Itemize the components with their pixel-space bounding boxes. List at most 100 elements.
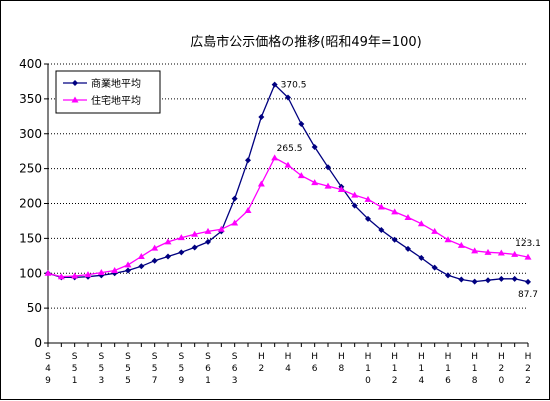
legend-label: 住宅地平均 — [91, 94, 141, 107]
data-point — [391, 236, 398, 243]
data-point — [271, 154, 279, 161]
series-layer — [44, 81, 532, 285]
data-point — [271, 81, 278, 88]
y-tick-label: 300 — [19, 127, 42, 141]
data-point — [471, 278, 478, 285]
series — [45, 81, 531, 285]
series-line — [47, 83, 529, 283]
data-point — [351, 191, 359, 198]
data-point — [137, 253, 145, 260]
y-tick-label: 350 — [19, 92, 42, 106]
data-label: 87.7 — [518, 290, 538, 300]
y-tick-label: 50 — [27, 301, 42, 315]
data-point — [178, 249, 185, 256]
data-point — [231, 195, 238, 202]
data-point — [297, 172, 305, 179]
data-point — [191, 244, 198, 251]
data-point — [84, 271, 92, 278]
series-line — [47, 156, 529, 278]
data-point — [284, 161, 292, 168]
series — [44, 154, 532, 280]
data-point — [245, 157, 251, 164]
data-point — [484, 248, 492, 255]
data-point — [444, 236, 452, 243]
data-point — [57, 273, 65, 280]
legend-box — [55, 70, 161, 114]
data-point — [165, 253, 171, 260]
data-point — [511, 275, 518, 282]
data-point — [377, 203, 385, 210]
data-point — [485, 277, 491, 284]
data-point — [524, 253, 532, 260]
data-point — [285, 94, 291, 101]
data-label: 123.1 — [515, 239, 541, 249]
data-point — [138, 263, 145, 270]
y-tick-label: 400 — [19, 57, 42, 71]
data-point — [244, 206, 252, 213]
data-point — [458, 276, 465, 283]
data-point — [164, 238, 172, 245]
data-point — [151, 244, 159, 251]
data-point — [217, 225, 225, 232]
data-label: 370.5 — [281, 81, 307, 91]
data-point — [71, 272, 79, 279]
data-point — [431, 227, 439, 234]
data-point — [351, 202, 358, 209]
data-point — [311, 179, 319, 186]
y-tick-label: 200 — [19, 197, 42, 211]
data-point — [177, 234, 185, 241]
data-point — [311, 144, 318, 151]
data-point — [511, 250, 519, 257]
data-point — [445, 272, 451, 279]
data-point — [431, 264, 438, 271]
y-tick-label: 250 — [19, 162, 42, 176]
data-point — [497, 249, 505, 256]
y-tick-label: 100 — [19, 266, 42, 280]
data-point — [231, 219, 239, 226]
data-point — [405, 245, 411, 252]
data-point — [378, 227, 385, 234]
data-point — [204, 227, 212, 234]
data-point — [498, 275, 505, 282]
data-point — [111, 266, 119, 273]
data-point — [418, 254, 425, 261]
legend-label: 商業地平均 — [91, 77, 141, 90]
data-point — [417, 220, 425, 227]
data-point — [44, 269, 52, 276]
data-point — [125, 267, 131, 274]
data-point — [404, 213, 412, 220]
data-point — [71, 96, 79, 103]
data-point — [72, 80, 78, 86]
data-point — [457, 241, 465, 248]
data-point — [325, 164, 331, 171]
data-point — [391, 208, 399, 215]
chart-title: 広島市公示価格の推移(昭和49年=100) — [190, 34, 421, 50]
y-tick-label: 150 — [19, 231, 42, 245]
data-point — [97, 269, 105, 276]
y-axis: 0 50 100 150 200 250 300 350 400 — [19, 57, 49, 350]
data-point — [205, 238, 211, 245]
data-point — [124, 261, 132, 268]
x-axis: S 4 9 S 5 1 S 5 3 S 5 5 S 5 7 S 5 9 S 6 1 S 6 3 H 2 H 4 H 6 H 8 H 1 0 H 1 2 H 1… — [45, 342, 532, 386]
data-point — [364, 195, 372, 202]
data-point — [365, 215, 371, 222]
